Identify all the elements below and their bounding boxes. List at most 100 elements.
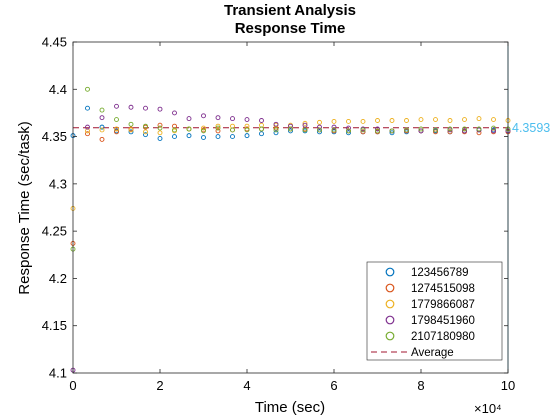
x-tick-label: 8	[417, 378, 424, 393]
legend-label-average: Average	[411, 347, 454, 359]
legend-entries: 123456789 1274515098 1779866087 1798451960 2…	[371, 267, 475, 359]
legend-marker-series-4	[385, 315, 395, 325]
data-point-series-3	[128, 127, 134, 133]
data-point-series-4	[418, 128, 424, 134]
data-point-series-4	[128, 104, 134, 110]
data-point-series-1	[288, 128, 293, 134]
y-tick-label: 4.35	[42, 129, 67, 144]
data-point-series-4	[143, 105, 148, 111]
data-point-series-4	[172, 110, 177, 116]
data-point-series-5	[302, 127, 308, 133]
x-tick-label: 2	[156, 378, 163, 393]
data-point-series-4	[273, 121, 279, 127]
data-point-series-1	[346, 130, 351, 136]
y-axis-label: Response Time (sec/task)	[16, 121, 33, 294]
data-point-series-1	[389, 130, 395, 136]
y-tick-label: 4.1	[49, 366, 67, 381]
data-point-series-3	[389, 118, 395, 123]
data-point-series-5	[317, 127, 322, 133]
data-point-series-3	[201, 125, 206, 131]
average-annotation: 4.3593	[512, 121, 550, 135]
data-point-series-3	[433, 117, 438, 122]
data-point-series-5	[172, 127, 177, 133]
y-tick-label: 4.45	[42, 35, 67, 50]
data-point-series-2	[157, 122, 163, 128]
data-point-series-3	[317, 119, 322, 125]
data-point-series-4	[215, 115, 221, 121]
legend-label-series-3: 1779866087	[411, 299, 475, 311]
data-point-series-1	[230, 134, 235, 140]
data-point-series-3	[302, 120, 308, 126]
data-point-series-4	[85, 124, 90, 130]
data-point-series-1	[186, 133, 192, 139]
data-point-series-1	[157, 136, 163, 141]
legend: 123456789 1274515098 1779866087 1798451960 2…	[366, 261, 503, 361]
data-point-series-2	[99, 136, 105, 142]
data-point-series-1	[273, 130, 279, 136]
data-point-series-4	[317, 124, 322, 130]
legend-label-series-4: 1798451960	[411, 315, 475, 327]
data-point-series-5	[288, 126, 293, 132]
data-point-series-4	[201, 113, 206, 119]
data-point-series-3	[447, 118, 453, 123]
data-point-series-3	[476, 116, 482, 122]
data-point-series-5	[418, 126, 424, 132]
y-tick-label: 4.3	[49, 176, 67, 191]
data-point-series-3	[404, 118, 409, 123]
y-tick-label: 4.4	[49, 82, 67, 97]
data-point-series-4	[375, 126, 380, 132]
data-point-series-5	[476, 126, 482, 132]
data-point-series-1	[172, 134, 177, 140]
data-point-series-5	[186, 126, 192, 132]
legend-label-series-2: 1274515098	[411, 283, 475, 295]
data-point-series-3	[346, 118, 351, 124]
data-point-series-4	[230, 116, 235, 122]
data-point-series-1	[85, 105, 90, 111]
data-point-series-2	[215, 128, 221, 134]
data-point-series-3	[462, 117, 467, 122]
data-point-series-3	[99, 127, 105, 133]
data-point-series-5	[128, 121, 134, 127]
y-tick-label: 4.2	[49, 271, 67, 286]
data-point-series-5	[201, 128, 206, 134]
data-point-series-5	[259, 126, 264, 132]
axes-frame	[72, 41, 509, 374]
data-point-series-3	[331, 118, 337, 124]
data-point-series-4	[99, 115, 105, 121]
legend-box	[366, 261, 503, 361]
data-point-series-3	[143, 129, 148, 135]
data-point-series-2	[114, 129, 119, 135]
data-point-series-4	[331, 124, 337, 130]
data-point-series-5	[404, 127, 409, 133]
data-point-series-5	[433, 127, 438, 133]
legend-marker-series-1	[385, 267, 395, 277]
data-point-series-5	[230, 127, 235, 133]
legend-marker-series-2	[385, 283, 395, 293]
x-tick-label: 0	[69, 378, 76, 393]
data-point-series-5	[491, 125, 496, 131]
y-tick-label: 4.15	[42, 318, 67, 333]
legend-label-series-5: 2107180980	[411, 331, 475, 343]
data-point-series-1	[215, 134, 221, 140]
x-tick-label: 6	[330, 378, 337, 393]
data-point-series-1	[99, 124, 105, 130]
x-axis-exponent-label: ×10⁴	[474, 401, 502, 416]
data-point-series-5	[389, 128, 395, 134]
y-tick-label: 4.25	[42, 224, 67, 239]
axes-layer: 0 2 4 6 8 10 4.1 4.15 4.2 4.25 4.3 4.35 4.4 4.45	[42, 35, 516, 394]
chart-title-line-2: Response Time	[235, 20, 346, 37]
data-point-series-4	[462, 128, 467, 134]
data-point-series-4	[491, 128, 496, 134]
data-point-series-5	[346, 128, 351, 134]
chart-title-line-1: Transient Analysis	[224, 2, 356, 19]
data-point-series-4	[186, 116, 192, 122]
data-point-series-4	[302, 122, 308, 128]
legend-label-series-1: 123456789	[411, 267, 469, 279]
data-point-series-4	[157, 106, 163, 112]
data-point-series-5	[244, 127, 250, 133]
data-point-series-5	[273, 127, 279, 133]
data-point-series-3	[360, 118, 366, 124]
data-point-series-3	[157, 130, 163, 136]
data-point-series-5	[215, 125, 221, 131]
